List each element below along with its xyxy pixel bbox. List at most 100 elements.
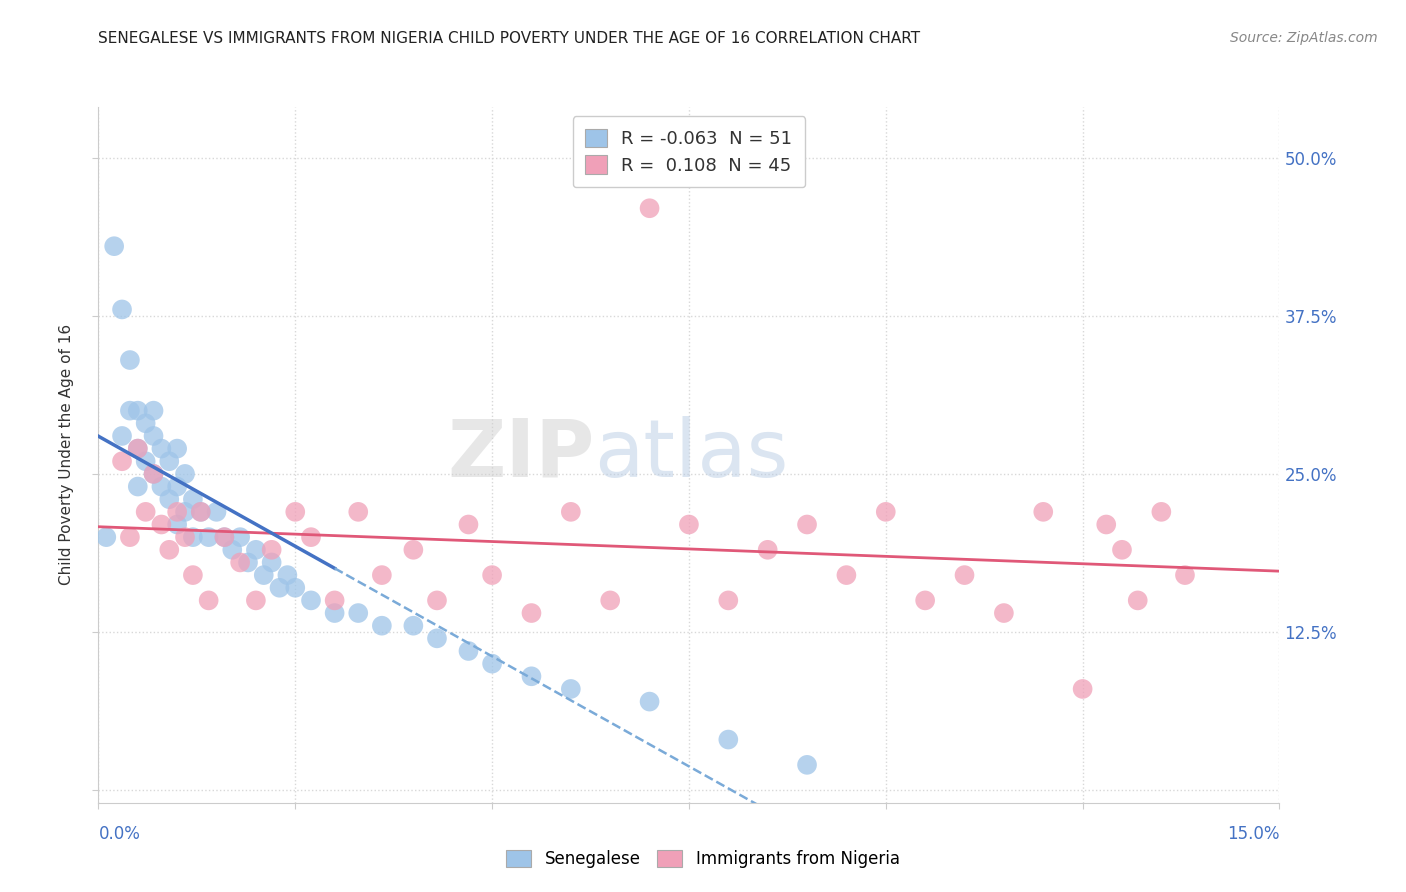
Point	[260, 556, 283, 570]
Point	[197, 593, 219, 607]
Point	[284, 581, 307, 595]
Point	[236, 556, 259, 570]
Text: 15.0%: 15.0%	[1227, 825, 1279, 843]
Point	[205, 505, 228, 519]
Point	[323, 606, 346, 620]
Point	[174, 530, 197, 544]
Point	[1126, 593, 1149, 607]
Point	[1032, 505, 1054, 519]
Point	[457, 517, 479, 532]
Point	[260, 542, 283, 557]
Point	[118, 353, 141, 368]
Point	[214, 530, 236, 544]
Point	[993, 606, 1015, 620]
Point	[166, 517, 188, 532]
Point	[166, 479, 188, 493]
Point	[142, 429, 165, 443]
Point	[1095, 517, 1118, 532]
Y-axis label: Child Poverty Under the Age of 16: Child Poverty Under the Age of 16	[59, 325, 75, 585]
Point	[142, 467, 165, 481]
Point	[953, 568, 976, 582]
Point	[142, 467, 165, 481]
Text: 0.0%: 0.0%	[98, 825, 141, 843]
Point	[174, 505, 197, 519]
Point	[214, 530, 236, 544]
Text: ZIP: ZIP	[447, 416, 595, 494]
Point	[181, 530, 204, 544]
Point	[756, 542, 779, 557]
Point	[157, 542, 180, 557]
Point	[1071, 681, 1094, 696]
Point	[135, 505, 157, 519]
Point	[127, 403, 149, 417]
Point	[174, 467, 197, 481]
Legend: Senegalese, Immigrants from Nigeria: Senegalese, Immigrants from Nigeria	[499, 843, 907, 875]
Point	[638, 201, 661, 215]
Point	[150, 442, 173, 456]
Point	[245, 593, 267, 607]
Point	[190, 505, 212, 519]
Point	[402, 618, 425, 632]
Point	[127, 442, 149, 456]
Legend: R = -0.063  N = 51, R =  0.108  N = 45: R = -0.063 N = 51, R = 0.108 N = 45	[572, 116, 806, 187]
Point	[157, 454, 180, 468]
Text: SENEGALESE VS IMMIGRANTS FROM NIGERIA CHILD POVERTY UNDER THE AGE OF 16 CORRELAT: SENEGALESE VS IMMIGRANTS FROM NIGERIA CH…	[98, 31, 921, 46]
Point	[323, 593, 346, 607]
Point	[142, 403, 165, 417]
Point	[111, 454, 134, 468]
Point	[560, 681, 582, 696]
Point	[1150, 505, 1173, 519]
Point	[1111, 542, 1133, 557]
Point	[457, 644, 479, 658]
Point	[481, 657, 503, 671]
Point	[426, 632, 449, 646]
Text: atlas: atlas	[595, 416, 789, 494]
Point	[796, 517, 818, 532]
Point	[111, 429, 134, 443]
Point	[560, 505, 582, 519]
Point	[166, 505, 188, 519]
Point	[135, 417, 157, 431]
Point	[875, 505, 897, 519]
Point	[221, 542, 243, 557]
Point	[103, 239, 125, 253]
Point	[520, 606, 543, 620]
Point	[299, 593, 322, 607]
Point	[127, 442, 149, 456]
Point	[678, 517, 700, 532]
Point	[269, 581, 291, 595]
Point	[402, 542, 425, 557]
Point	[717, 732, 740, 747]
Point	[127, 479, 149, 493]
Point	[1174, 568, 1197, 582]
Point	[835, 568, 858, 582]
Point	[118, 403, 141, 417]
Point	[599, 593, 621, 607]
Point	[299, 530, 322, 544]
Point	[197, 530, 219, 544]
Point	[284, 505, 307, 519]
Point	[347, 606, 370, 620]
Point	[181, 568, 204, 582]
Point	[276, 568, 298, 582]
Point	[150, 517, 173, 532]
Point	[166, 442, 188, 456]
Point	[135, 454, 157, 468]
Point	[229, 530, 252, 544]
Point	[717, 593, 740, 607]
Point	[150, 479, 173, 493]
Point	[245, 542, 267, 557]
Point	[371, 568, 394, 582]
Point	[157, 492, 180, 507]
Point	[96, 530, 118, 544]
Point	[638, 695, 661, 709]
Point	[914, 593, 936, 607]
Text: Source: ZipAtlas.com: Source: ZipAtlas.com	[1230, 31, 1378, 45]
Point	[796, 757, 818, 772]
Point	[181, 492, 204, 507]
Point	[190, 505, 212, 519]
Point	[426, 593, 449, 607]
Point	[520, 669, 543, 683]
Point	[118, 530, 141, 544]
Point	[111, 302, 134, 317]
